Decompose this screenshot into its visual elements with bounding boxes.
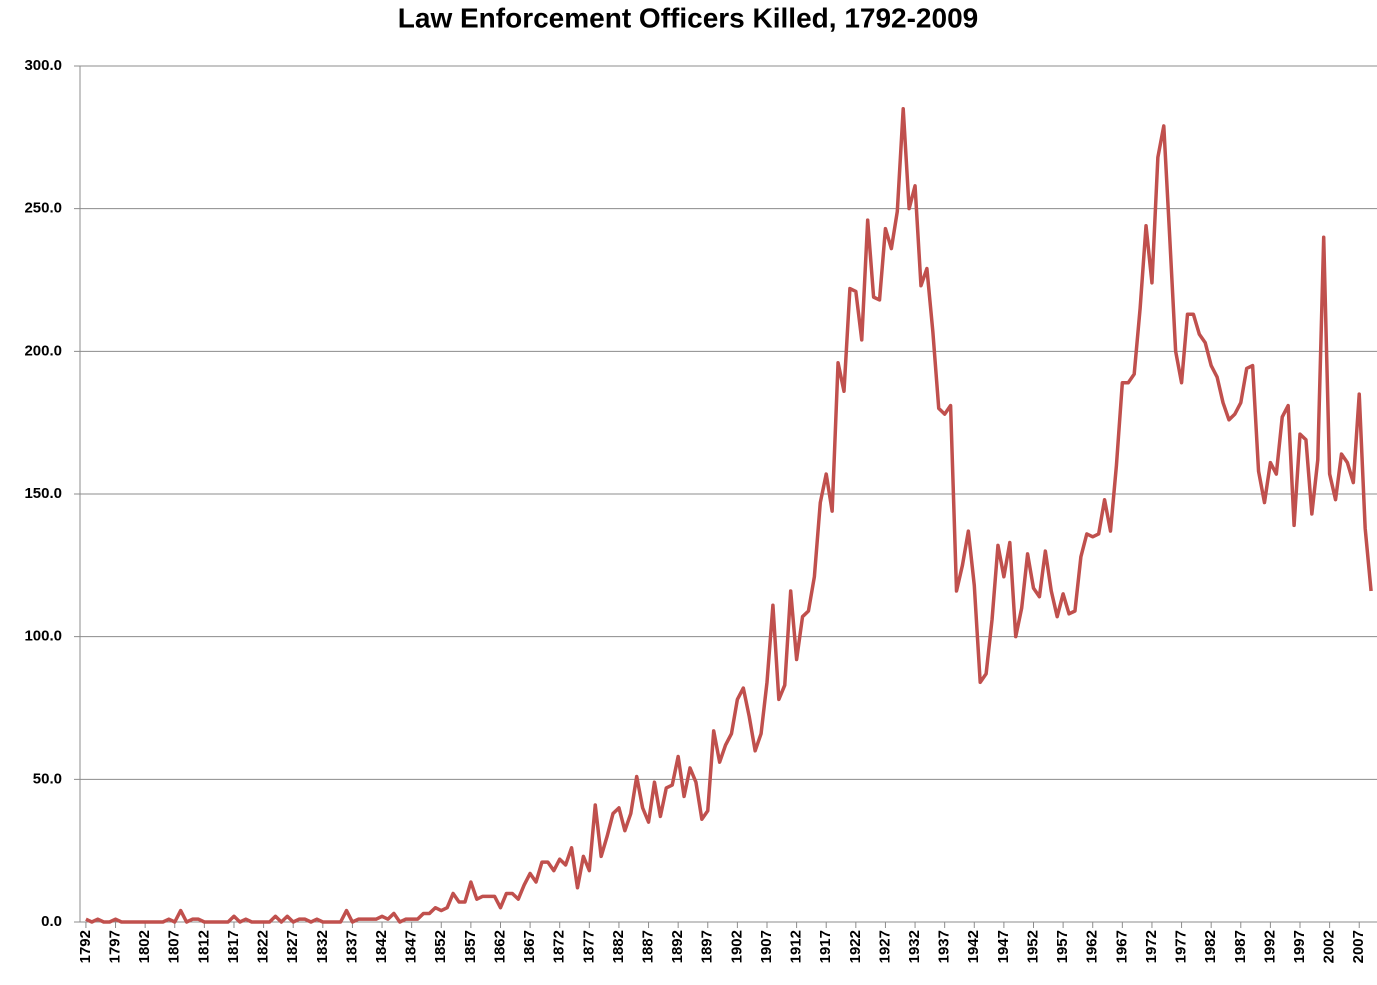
y-tick-label: 50.0 [33, 770, 62, 787]
data-line [85, 107, 1373, 924]
x-tick-label: 1837 [343, 930, 360, 963]
x-tick-label: 1937 [936, 930, 953, 963]
x-tick-label: 1807 [166, 930, 183, 963]
x-tick-label: 1967 [1113, 930, 1130, 963]
x-tick-label: 1932 [906, 930, 923, 963]
x-tick-label: 2002 [1321, 930, 1338, 963]
x-tick-label: 1892 [669, 930, 686, 963]
x-tick-label: 1872 [551, 930, 568, 963]
x-tick-label: 1822 [255, 930, 272, 963]
x-tick-label: 1812 [195, 930, 212, 963]
x-tick-label: 1847 [403, 930, 420, 963]
x-tick-label: 1797 [107, 930, 124, 963]
x-tick-label: 1912 [788, 930, 805, 963]
x-tick-label: 1952 [1024, 930, 1041, 963]
x-tick-label: 1957 [1054, 930, 1071, 963]
x-tick-label: 1997 [1291, 930, 1308, 963]
x-tick-label: 1947 [995, 930, 1012, 963]
x-tick-label: 1852 [432, 930, 449, 963]
x-tick-label: 1917 [817, 930, 834, 963]
x-tick-label: 1792 [77, 930, 94, 963]
x-tick-label: 1857 [462, 930, 479, 963]
x-tick-label: 1802 [136, 930, 153, 963]
x-tick-label: 2007 [1350, 930, 1367, 963]
x-tick-label: 1902 [728, 930, 745, 963]
x-tick-label: 1962 [1084, 930, 1101, 963]
x-tick-label: 1922 [847, 930, 864, 963]
x-tick-label: 1977 [1173, 930, 1190, 963]
x-tick-label: 1927 [876, 930, 893, 963]
x-tick-label: 1827 [284, 930, 301, 963]
x-tick-label: 1887 [640, 930, 657, 963]
x-tick-label: 1942 [965, 930, 982, 963]
y-tick-label: 250.0 [24, 200, 62, 217]
y-tick-label: 200.0 [24, 342, 62, 359]
y-tick-label: 100.0 [24, 628, 62, 645]
x-tick-label: 1817 [225, 930, 242, 963]
x-tick-label: 1972 [1143, 930, 1160, 963]
x-tick-label: 1992 [1261, 930, 1278, 963]
x-tick-label: 1842 [373, 930, 390, 963]
x-tick-label: 1897 [699, 930, 716, 963]
y-tick-label: 0.0 [41, 913, 62, 930]
x-tick-label: 1877 [580, 930, 597, 963]
x-tick-label: 1862 [491, 930, 508, 963]
x-tick-label: 1982 [1202, 930, 1219, 963]
x-tick-label: 1867 [521, 930, 538, 963]
y-tick-label: 300.0 [24, 57, 62, 74]
chart-title: Law Enforcement Officers Killed, 1792-20… [398, 2, 978, 33]
x-tick-label: 1907 [758, 930, 775, 963]
x-tick-label: 1987 [1232, 930, 1249, 963]
x-tick-label: 1882 [610, 930, 627, 963]
x-tick-label: 1832 [314, 930, 331, 963]
y-tick-label: 150.0 [24, 485, 62, 502]
